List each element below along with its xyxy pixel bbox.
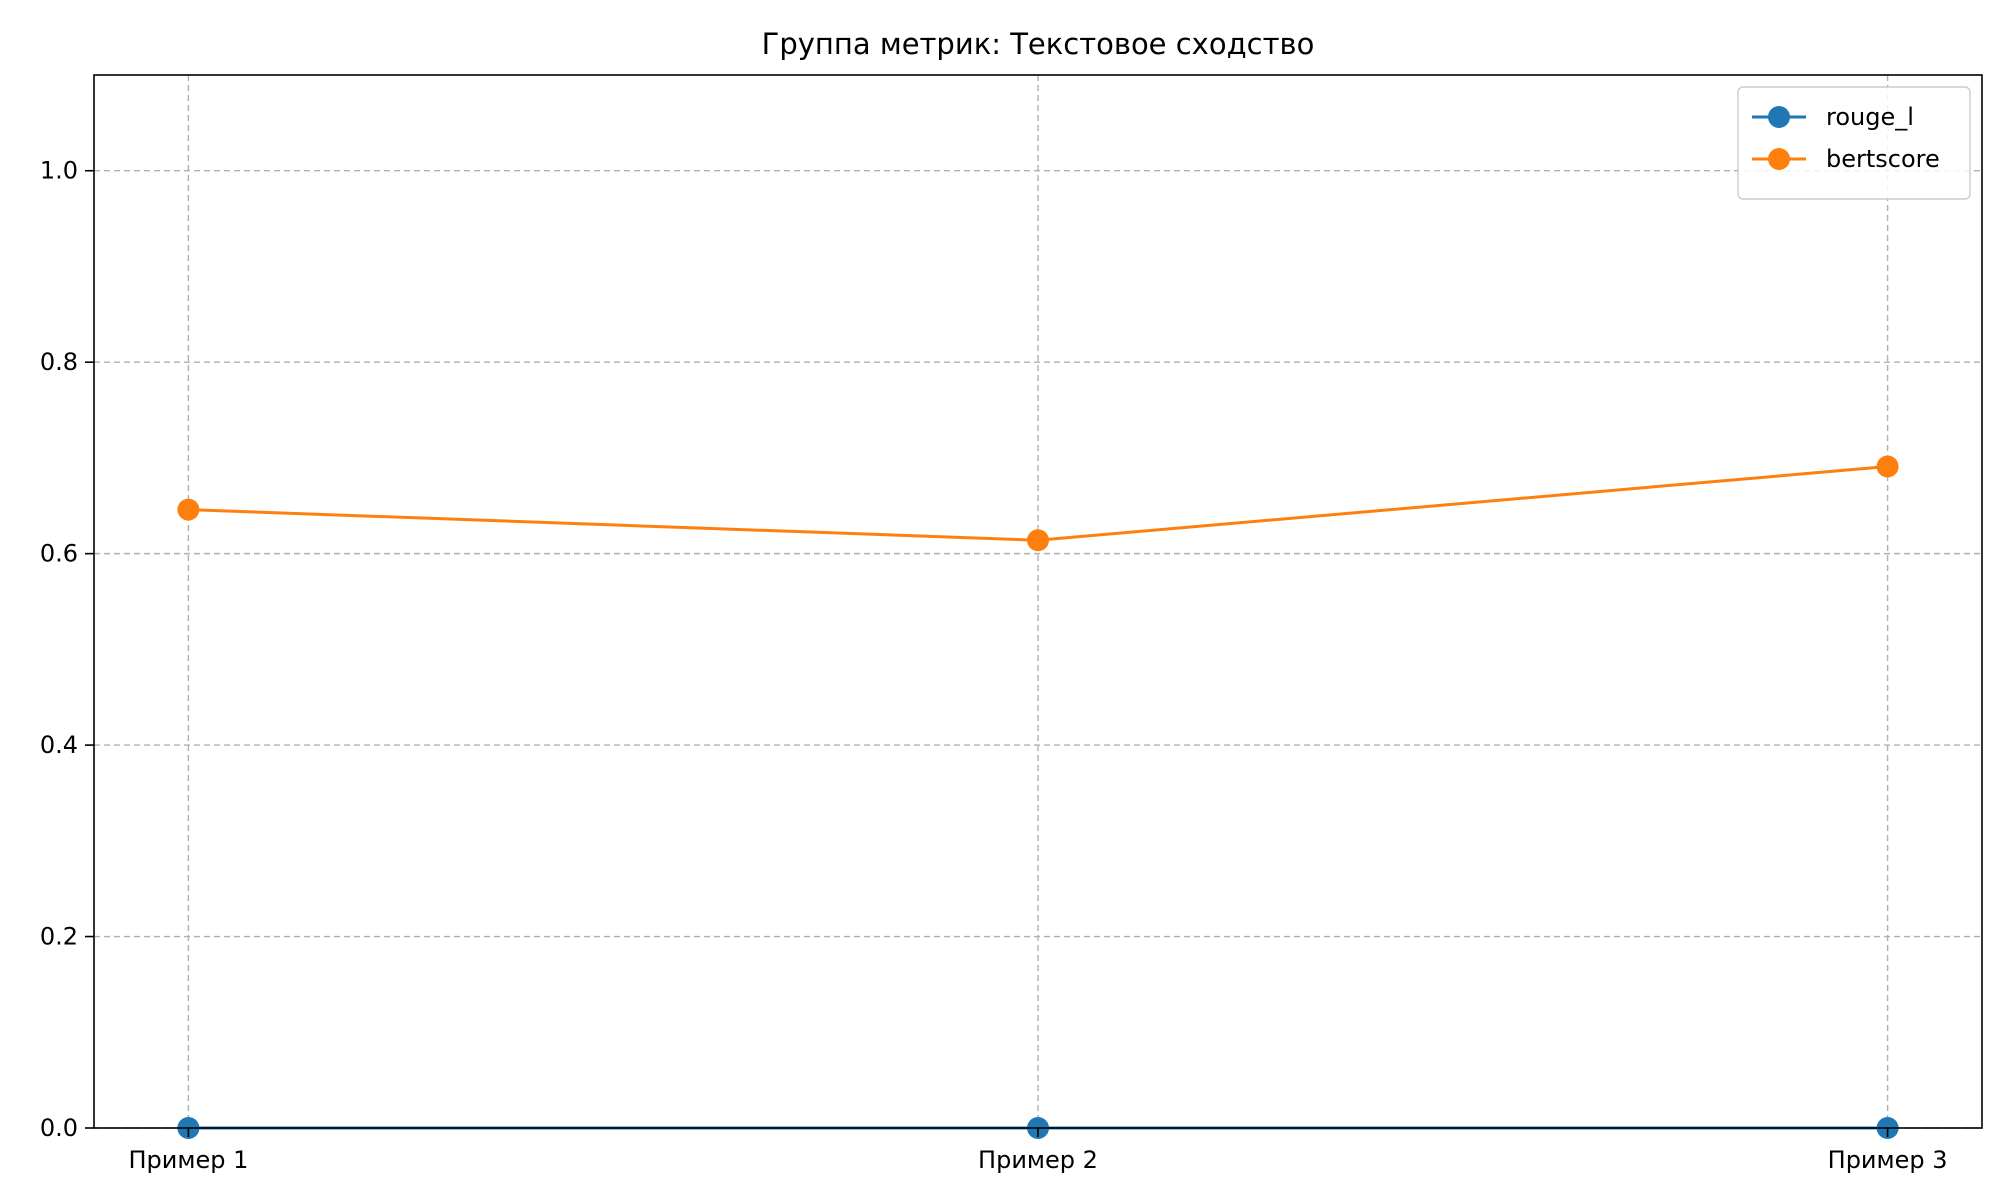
legend-label-rouge_l[interactable]: rouge_l — [1826, 103, 1914, 131]
y-tick-label: 0.8 — [40, 348, 78, 376]
legend-marker-rouge_l — [1768, 106, 1790, 128]
y-tick-label: 0.4 — [40, 731, 78, 759]
data-point-bertscore[interactable] — [1027, 529, 1049, 552]
legend[interactable]: rouge_l bertscore — [1737, 86, 1971, 200]
legend-box — [1737, 86, 1971, 200]
x-tick-label: Пример 3 — [1828, 1146, 1948, 1174]
legend-label-bertscore[interactable]: bertscore — [1826, 145, 1940, 173]
chart-title: Группа метрик: Текстовое сходство — [762, 27, 1315, 61]
x-tick-label: Пример 2 — [978, 1146, 1098, 1174]
y-tick-label: 0.6 — [40, 540, 78, 568]
x-tick-label: Пример 1 — [128, 1146, 248, 1174]
y-tick-label: 1.0 — [40, 157, 78, 185]
data-point-bertscore[interactable] — [177, 498, 200, 521]
axes: 0.0 0.2 0.4 0.6 0.8 1.0 Пример 1 Пример 2 Пример… — [40, 157, 1948, 1174]
data-point-bertscore[interactable] — [1876, 455, 1899, 478]
y-tick-label: 0.2 — [40, 923, 78, 951]
grid-lines — [94, 75, 1982, 1129]
legend-marker-bertscore — [1768, 148, 1790, 170]
y-tick-label: 0.0 — [40, 1114, 78, 1142]
